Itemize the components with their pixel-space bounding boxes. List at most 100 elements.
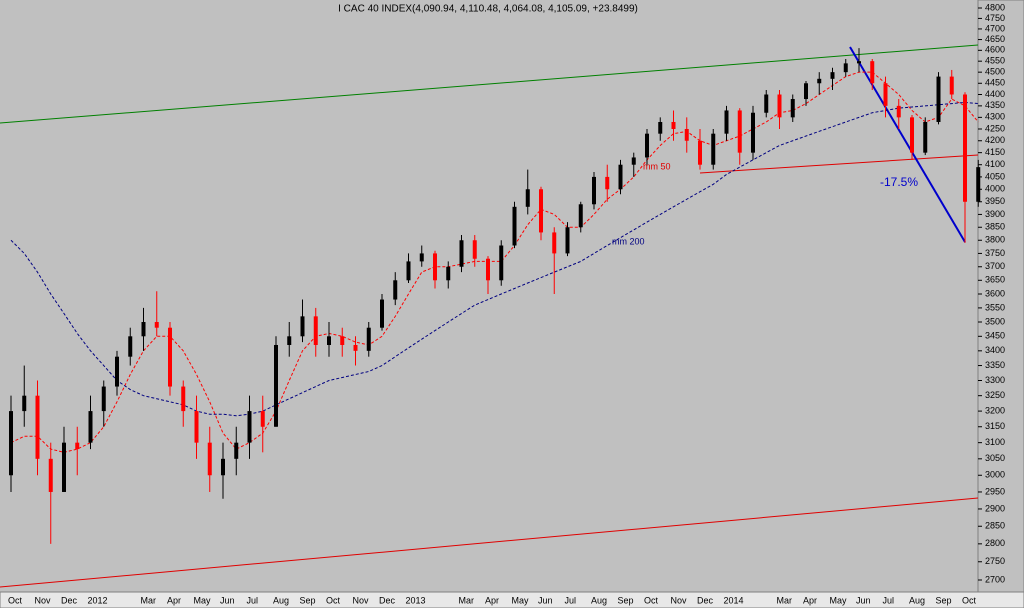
marks bbox=[9, 48, 981, 544]
candle-body bbox=[353, 344, 358, 351]
y-tick-label: 4550 bbox=[985, 56, 1005, 66]
x-tick-label: Aug bbox=[591, 595, 607, 605]
candle-body bbox=[75, 442, 80, 450]
x-tick-label: Dec bbox=[61, 595, 78, 605]
y-tick-label: 4100 bbox=[985, 159, 1005, 169]
y-tick-label: 3900 bbox=[985, 209, 1005, 219]
candle-body bbox=[645, 133, 649, 158]
candle-body bbox=[247, 411, 252, 443]
y-tick-label: 3750 bbox=[985, 248, 1005, 258]
y-tick-label: 3150 bbox=[985, 421, 1005, 431]
moving-average-line bbox=[10, 101, 979, 417]
y-tick-label: 3850 bbox=[985, 222, 1005, 232]
candle-body bbox=[313, 316, 318, 345]
y-tick-label: 3050 bbox=[985, 453, 1005, 463]
candle-body bbox=[578, 204, 583, 228]
candle-body bbox=[499, 245, 504, 281]
candle-body bbox=[830, 72, 835, 79]
y-tick-label: 4700 bbox=[985, 23, 1005, 33]
candle-body bbox=[221, 458, 225, 476]
x-tick-label: 2014 bbox=[724, 595, 744, 605]
candle-body bbox=[486, 258, 490, 281]
y-tick-label: 3100 bbox=[985, 437, 1005, 447]
x-tick-label: Jun bbox=[538, 595, 553, 605]
candle-body bbox=[22, 395, 27, 412]
candle-body bbox=[154, 322, 159, 328]
candle-body bbox=[883, 83, 888, 106]
y-tick-label: 4450 bbox=[985, 78, 1005, 88]
candle-body bbox=[274, 344, 278, 427]
candle-body bbox=[592, 176, 596, 205]
candle-body bbox=[949, 76, 954, 95]
y-tick-label: 4250 bbox=[985, 123, 1005, 133]
y-tick-label: 2700 bbox=[985, 574, 1005, 584]
mm50-label: mm 50 bbox=[643, 161, 671, 171]
candle-body bbox=[724, 110, 729, 134]
candle-body bbox=[963, 94, 967, 202]
candle-body bbox=[804, 83, 808, 100]
y-tick-label: 2850 bbox=[985, 521, 1005, 531]
x-tick-label: Sep bbox=[300, 595, 316, 605]
candle-body bbox=[287, 336, 292, 345]
candle-body bbox=[737, 110, 742, 153]
candle-body bbox=[631, 157, 636, 165]
y-tick-label: 4200 bbox=[985, 135, 1005, 145]
candle-body bbox=[896, 105, 901, 118]
x-tick-label: Jul bbox=[883, 595, 895, 605]
x-tick-label: Aug bbox=[273, 595, 289, 605]
x-tick-label: Nov bbox=[353, 595, 370, 605]
y-tick-label: 2750 bbox=[985, 556, 1005, 566]
x-tick-label: 2012 bbox=[88, 595, 108, 605]
x-tick-label: May bbox=[194, 595, 212, 605]
x-tick-label: Mar bbox=[141, 595, 157, 605]
x-tick-label: Sep bbox=[936, 595, 952, 605]
candle-body bbox=[936, 76, 941, 122]
y-tick-label: 3800 bbox=[985, 235, 1005, 245]
y-tick-label: 4750 bbox=[985, 13, 1005, 23]
y-tick-label: 4050 bbox=[985, 171, 1005, 181]
y-tick-label: 2900 bbox=[985, 503, 1005, 513]
candle-body bbox=[711, 133, 716, 165]
x-tick-label: Jun bbox=[220, 595, 235, 605]
candle-body bbox=[870, 61, 875, 84]
candle-body bbox=[260, 411, 265, 427]
x-tick-label: Apr bbox=[803, 595, 817, 605]
candle-body bbox=[459, 240, 464, 267]
candle-body bbox=[433, 253, 437, 281]
candle-body bbox=[976, 167, 981, 202]
x-tick-label: Apr bbox=[167, 595, 181, 605]
candle-body bbox=[88, 411, 93, 443]
candle-body bbox=[128, 336, 133, 357]
candle-body bbox=[539, 189, 543, 233]
candle-body bbox=[9, 411, 13, 476]
x-tick-label: Nov bbox=[671, 595, 688, 605]
x-tick-label: Sep bbox=[618, 595, 634, 605]
candle-body bbox=[843, 63, 848, 73]
x-tick-label: Apr bbox=[485, 595, 499, 605]
candle-body bbox=[472, 240, 477, 259]
channel-lower-line bbox=[0, 497, 979, 588]
y-tick-label: 3450 bbox=[985, 331, 1005, 341]
candle-body bbox=[62, 442, 66, 492]
candle-body bbox=[923, 121, 928, 153]
y-tick-label: 3400 bbox=[985, 345, 1005, 355]
candle-body bbox=[366, 327, 371, 351]
candle-body bbox=[181, 386, 186, 412]
x-tick-label: Oct bbox=[326, 595, 341, 605]
y-tick-label: 4150 bbox=[985, 147, 1005, 157]
x-tick-label: Jun bbox=[856, 595, 871, 605]
y-tick-label: 3500 bbox=[985, 316, 1005, 326]
y-tick-label: 4650 bbox=[985, 34, 1005, 44]
candle-body bbox=[234, 442, 239, 459]
candle-body bbox=[340, 336, 345, 345]
candle-body bbox=[698, 140, 702, 165]
x-tick-label: Aug bbox=[909, 595, 925, 605]
y-tick-label: 4350 bbox=[985, 100, 1005, 110]
candle-body bbox=[910, 117, 914, 153]
candle-body bbox=[857, 61, 861, 64]
y-tick-label: 4800 bbox=[985, 2, 1005, 12]
x-tick-label: Jul bbox=[247, 595, 259, 605]
x-axis-panel bbox=[0, 591, 1024, 608]
candle-body bbox=[605, 176, 610, 190]
